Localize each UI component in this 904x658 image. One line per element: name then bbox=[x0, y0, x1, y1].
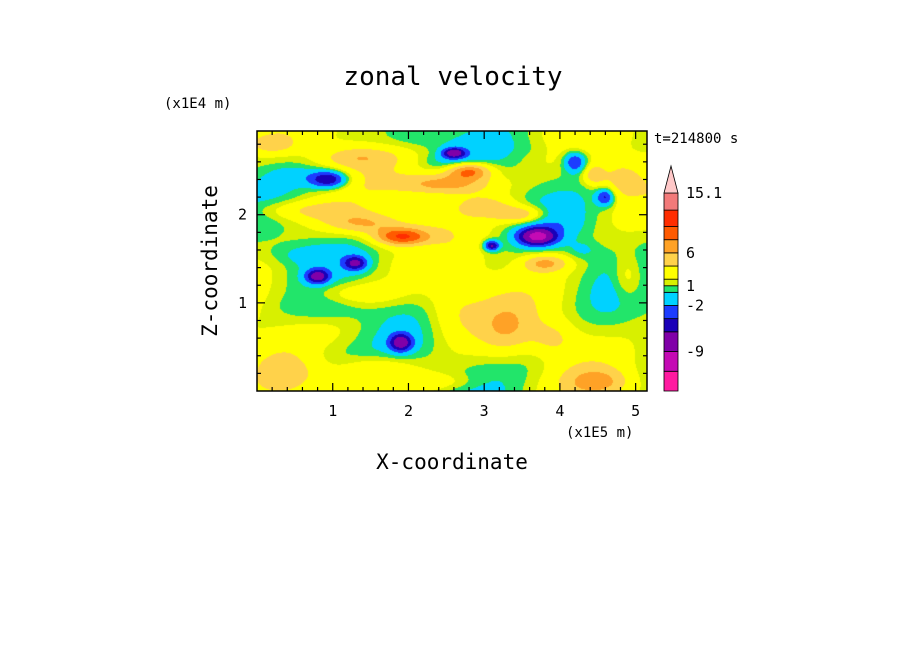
y-axis: 12 bbox=[238, 143, 647, 374]
x-tick-label: 3 bbox=[480, 402, 489, 420]
x-axis: 1 2 3 4 5 bbox=[271, 131, 640, 420]
colorbar-segment bbox=[663, 209, 679, 227]
plot-frame bbox=[256, 130, 648, 392]
colorbar-label: 1 bbox=[686, 277, 695, 295]
colorbar: 15.1 6 1-2 -9 bbox=[663, 164, 722, 392]
x-tick-label: 4 bbox=[555, 402, 564, 420]
colorbar-segment bbox=[663, 239, 679, 254]
colorbar-segment bbox=[663, 285, 679, 293]
colorbar-segment bbox=[663, 252, 679, 267]
colorbar-segment bbox=[663, 226, 679, 241]
colorbar-label: -2 bbox=[686, 296, 704, 314]
colorbar-segment bbox=[663, 291, 679, 306]
x-tick-label: 5 bbox=[631, 402, 640, 420]
colorbar-label: 15.1 bbox=[686, 184, 722, 202]
colorbar-segment bbox=[663, 278, 679, 287]
zonal-velocity-field bbox=[257, 131, 647, 391]
colorbar-segment bbox=[663, 192, 679, 211]
colorbar-segment bbox=[663, 370, 679, 392]
x-unit-label: (x1E5 m) bbox=[566, 425, 633, 441]
colorbar-label: 6 bbox=[686, 244, 695, 262]
chart-title: zonal velocity bbox=[343, 62, 562, 92]
y-unit-label: (x1E4 m) bbox=[164, 96, 231, 112]
colorbar-segment bbox=[663, 305, 679, 320]
colorbar-segment bbox=[663, 265, 679, 280]
x-tick-label: 1 bbox=[328, 402, 337, 420]
x-axis-title: X-coordinate bbox=[376, 450, 528, 474]
colorbar-extend-max bbox=[663, 164, 679, 194]
colorbar-segment bbox=[663, 351, 679, 372]
y-axis-title: Z-coordinate bbox=[198, 185, 222, 337]
y-tick-label: 2 bbox=[238, 206, 247, 224]
x-tick-label: 2 bbox=[404, 402, 413, 420]
time-label: t=214800 s bbox=[654, 131, 738, 147]
colorbar-label: -9 bbox=[686, 343, 704, 361]
colorbar-segment bbox=[663, 331, 679, 352]
colorbar-segment bbox=[663, 318, 679, 333]
y-tick-label: 1 bbox=[238, 294, 247, 312]
